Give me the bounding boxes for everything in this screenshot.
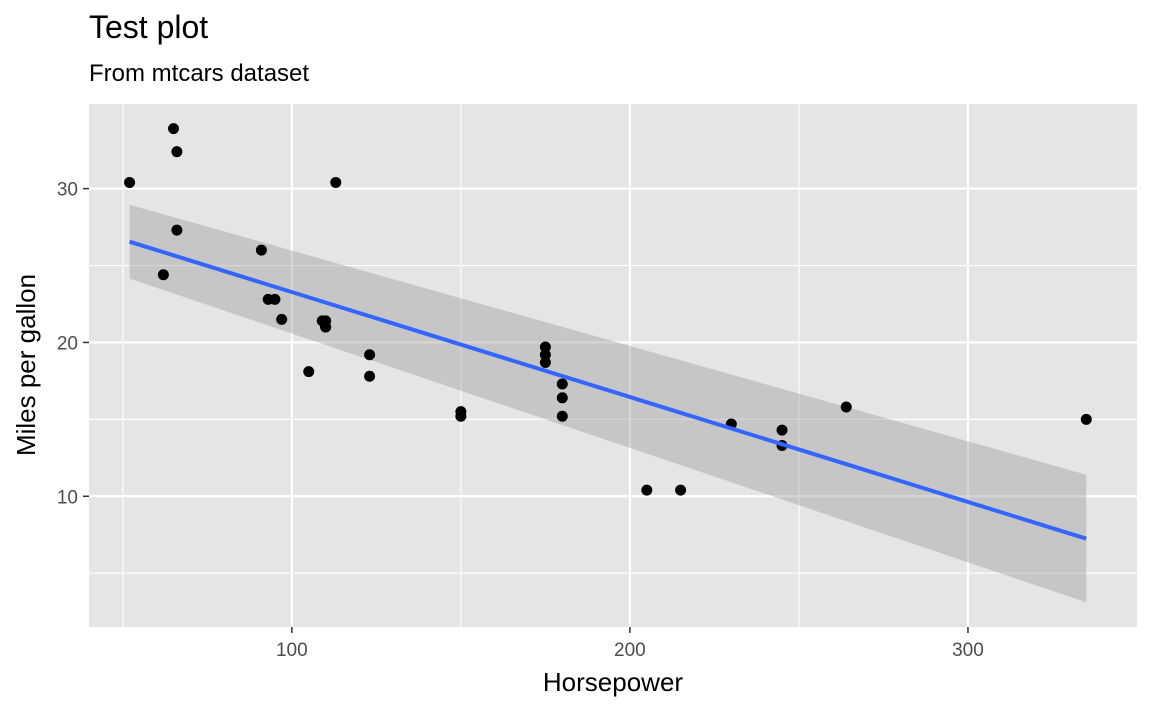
data-point: [675, 484, 687, 496]
y-tick-label: 10: [57, 487, 78, 508]
data-point: [641, 484, 653, 496]
data-point: [330, 176, 342, 188]
data-point: [539, 341, 551, 353]
data-point: [157, 269, 169, 281]
regression-line: [128, 239, 1087, 541]
data-point: [539, 349, 551, 361]
data-point: [269, 293, 281, 305]
major-gridlines: [89, 104, 1137, 627]
data-point: [171, 146, 183, 158]
data-point: [168, 123, 180, 135]
data-point: [124, 176, 136, 188]
data-point: [316, 315, 328, 327]
data-point: [303, 366, 315, 378]
confidence-band-layer: [129, 204, 1087, 603]
y-tick-label: 20: [57, 333, 78, 354]
x-axis-title: Horsepower: [543, 667, 684, 697]
regression-line-layer: [128, 239, 1087, 541]
axis-ticks: 100 200 300 10 20 30: [57, 180, 984, 661]
data-point: [276, 313, 288, 325]
data-point: [776, 424, 788, 436]
x-tick-label: 200: [614, 640, 646, 661]
data-point: [171, 224, 183, 236]
data-point: [840, 401, 852, 413]
data-point: [455, 410, 467, 422]
data-point: [556, 410, 568, 422]
data-point: [539, 356, 551, 368]
y-axis-title: Miles per gallon: [11, 274, 41, 456]
plot-panel: [89, 104, 1137, 627]
data-point: [364, 349, 376, 361]
y-tick-label: 30: [57, 180, 78, 201]
confidence-band: [129, 204, 1087, 603]
points-layer: [124, 123, 1092, 496]
data-point: [556, 392, 568, 404]
data-point: [1080, 413, 1092, 425]
x-tick-label: 300: [952, 640, 984, 661]
x-tick-label: 100: [276, 640, 308, 661]
data-point: [556, 378, 568, 390]
chart-title: Test plot: [89, 9, 208, 45]
data-point: [255, 244, 267, 256]
minor-gridlines: [89, 104, 1137, 627]
chart-subtitle: From mtcars dataset: [89, 60, 309, 87]
data-point: [364, 370, 376, 382]
